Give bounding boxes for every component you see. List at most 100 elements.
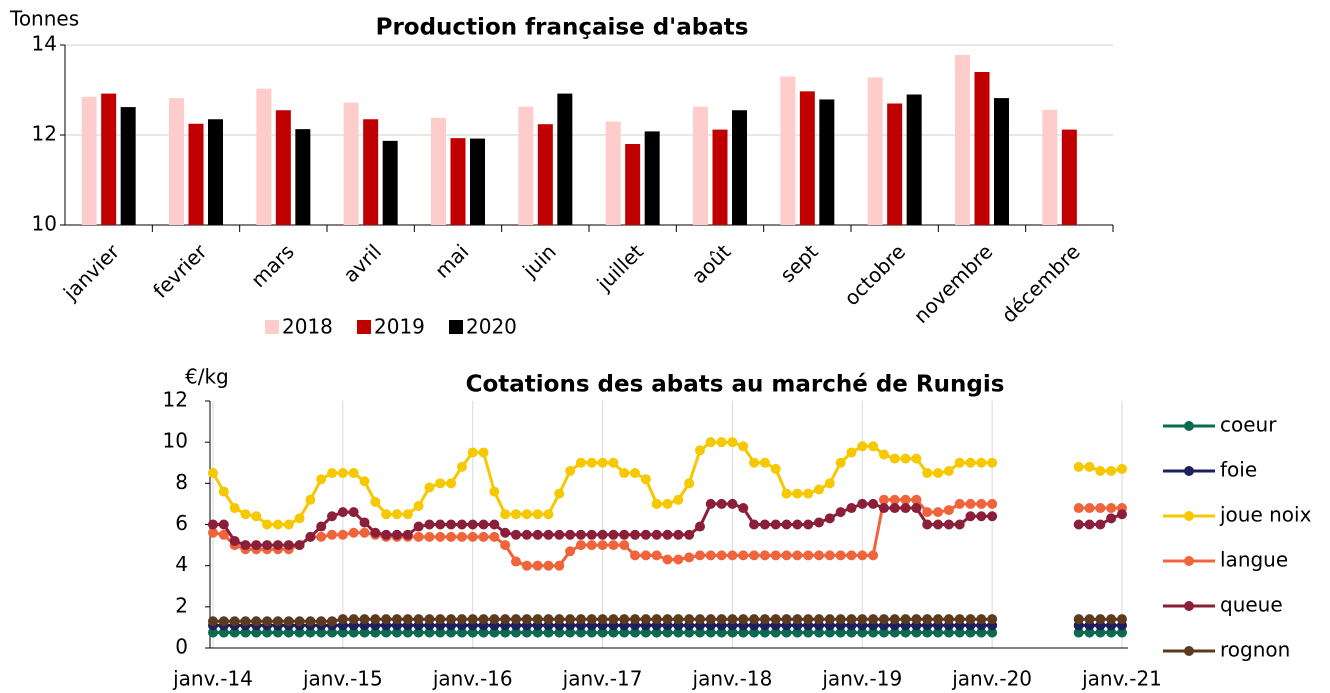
point: [662, 554, 673, 565]
point: [489, 627, 500, 638]
x-tick-label: juillet: [591, 239, 648, 296]
point: [792, 488, 803, 499]
point: [370, 627, 381, 638]
point: [857, 441, 868, 452]
bar: [295, 129, 311, 225]
point: [597, 540, 608, 551]
point: [521, 509, 532, 520]
bar: [887, 103, 903, 225]
point: [348, 614, 359, 625]
point: [716, 627, 727, 638]
point: [630, 550, 641, 561]
y-tick-label: 10: [32, 212, 57, 236]
point: [673, 529, 684, 540]
point: [575, 627, 586, 638]
point: [738, 550, 749, 561]
point: [272, 540, 283, 551]
point: [1073, 614, 1084, 625]
point: [1095, 519, 1106, 530]
point: [803, 488, 814, 499]
point: [327, 627, 338, 638]
point: [543, 614, 554, 625]
point: [532, 509, 543, 520]
y-tick-label: 8: [175, 470, 188, 494]
point: [456, 531, 467, 542]
bar: [994, 98, 1009, 225]
point: [824, 614, 835, 625]
point: [987, 614, 998, 625]
point: [413, 521, 424, 532]
point: [770, 550, 781, 561]
point: [565, 465, 576, 476]
point: [229, 616, 240, 627]
point: [933, 468, 944, 479]
point: [337, 468, 348, 479]
point: [272, 627, 283, 638]
point: [878, 494, 889, 505]
point: [294, 513, 305, 524]
point: [316, 627, 327, 638]
point: [575, 540, 586, 551]
point: [727, 550, 738, 561]
point: [824, 478, 835, 489]
point: [965, 498, 976, 509]
point: [814, 484, 824, 495]
point: [511, 529, 521, 540]
point: [1073, 627, 1084, 638]
point: [402, 509, 413, 520]
point: [1084, 503, 1095, 514]
legend-swatch: [449, 320, 463, 334]
point: [922, 627, 933, 638]
point: [359, 627, 370, 638]
y-tick-label: 14: [32, 32, 57, 56]
point: [803, 550, 814, 561]
point: [684, 529, 695, 540]
point: [413, 531, 424, 542]
point: [770, 627, 781, 638]
point: [283, 627, 294, 638]
point: [467, 614, 478, 625]
point: [575, 457, 586, 468]
x-tick-label: décembre: [997, 239, 1085, 327]
point: [251, 627, 262, 638]
x-tick-label: juin: [517, 239, 560, 282]
x-tick-label: sept: [775, 239, 823, 287]
point: [532, 529, 543, 540]
point: [391, 509, 402, 520]
legend-marker: [1184, 646, 1194, 656]
point: [651, 550, 662, 561]
point: [857, 627, 868, 638]
point: [814, 550, 824, 561]
point: [911, 453, 922, 464]
point: [543, 509, 554, 520]
point: [597, 457, 608, 468]
point: [640, 627, 651, 638]
point: [586, 614, 597, 625]
point: [987, 511, 998, 522]
x-tick-label: mars: [246, 239, 299, 292]
point: [878, 614, 889, 625]
point: [738, 441, 749, 452]
point: [630, 468, 641, 479]
point: [868, 441, 879, 452]
bar: [518, 106, 534, 225]
point: [814, 627, 824, 638]
point: [543, 529, 554, 540]
point: [965, 457, 976, 468]
bar: [275, 110, 291, 225]
point: [565, 529, 576, 540]
point: [208, 468, 218, 479]
point: [316, 531, 327, 542]
point: [608, 457, 619, 468]
point: [446, 531, 457, 542]
point: [240, 627, 251, 638]
point: [1117, 614, 1127, 625]
point: [511, 509, 521, 520]
point: [716, 614, 727, 625]
legend-label: queue: [1220, 593, 1283, 617]
point: [467, 519, 478, 530]
point: [943, 614, 954, 625]
point: [619, 540, 630, 551]
point: [943, 465, 954, 476]
point: [586, 540, 597, 551]
